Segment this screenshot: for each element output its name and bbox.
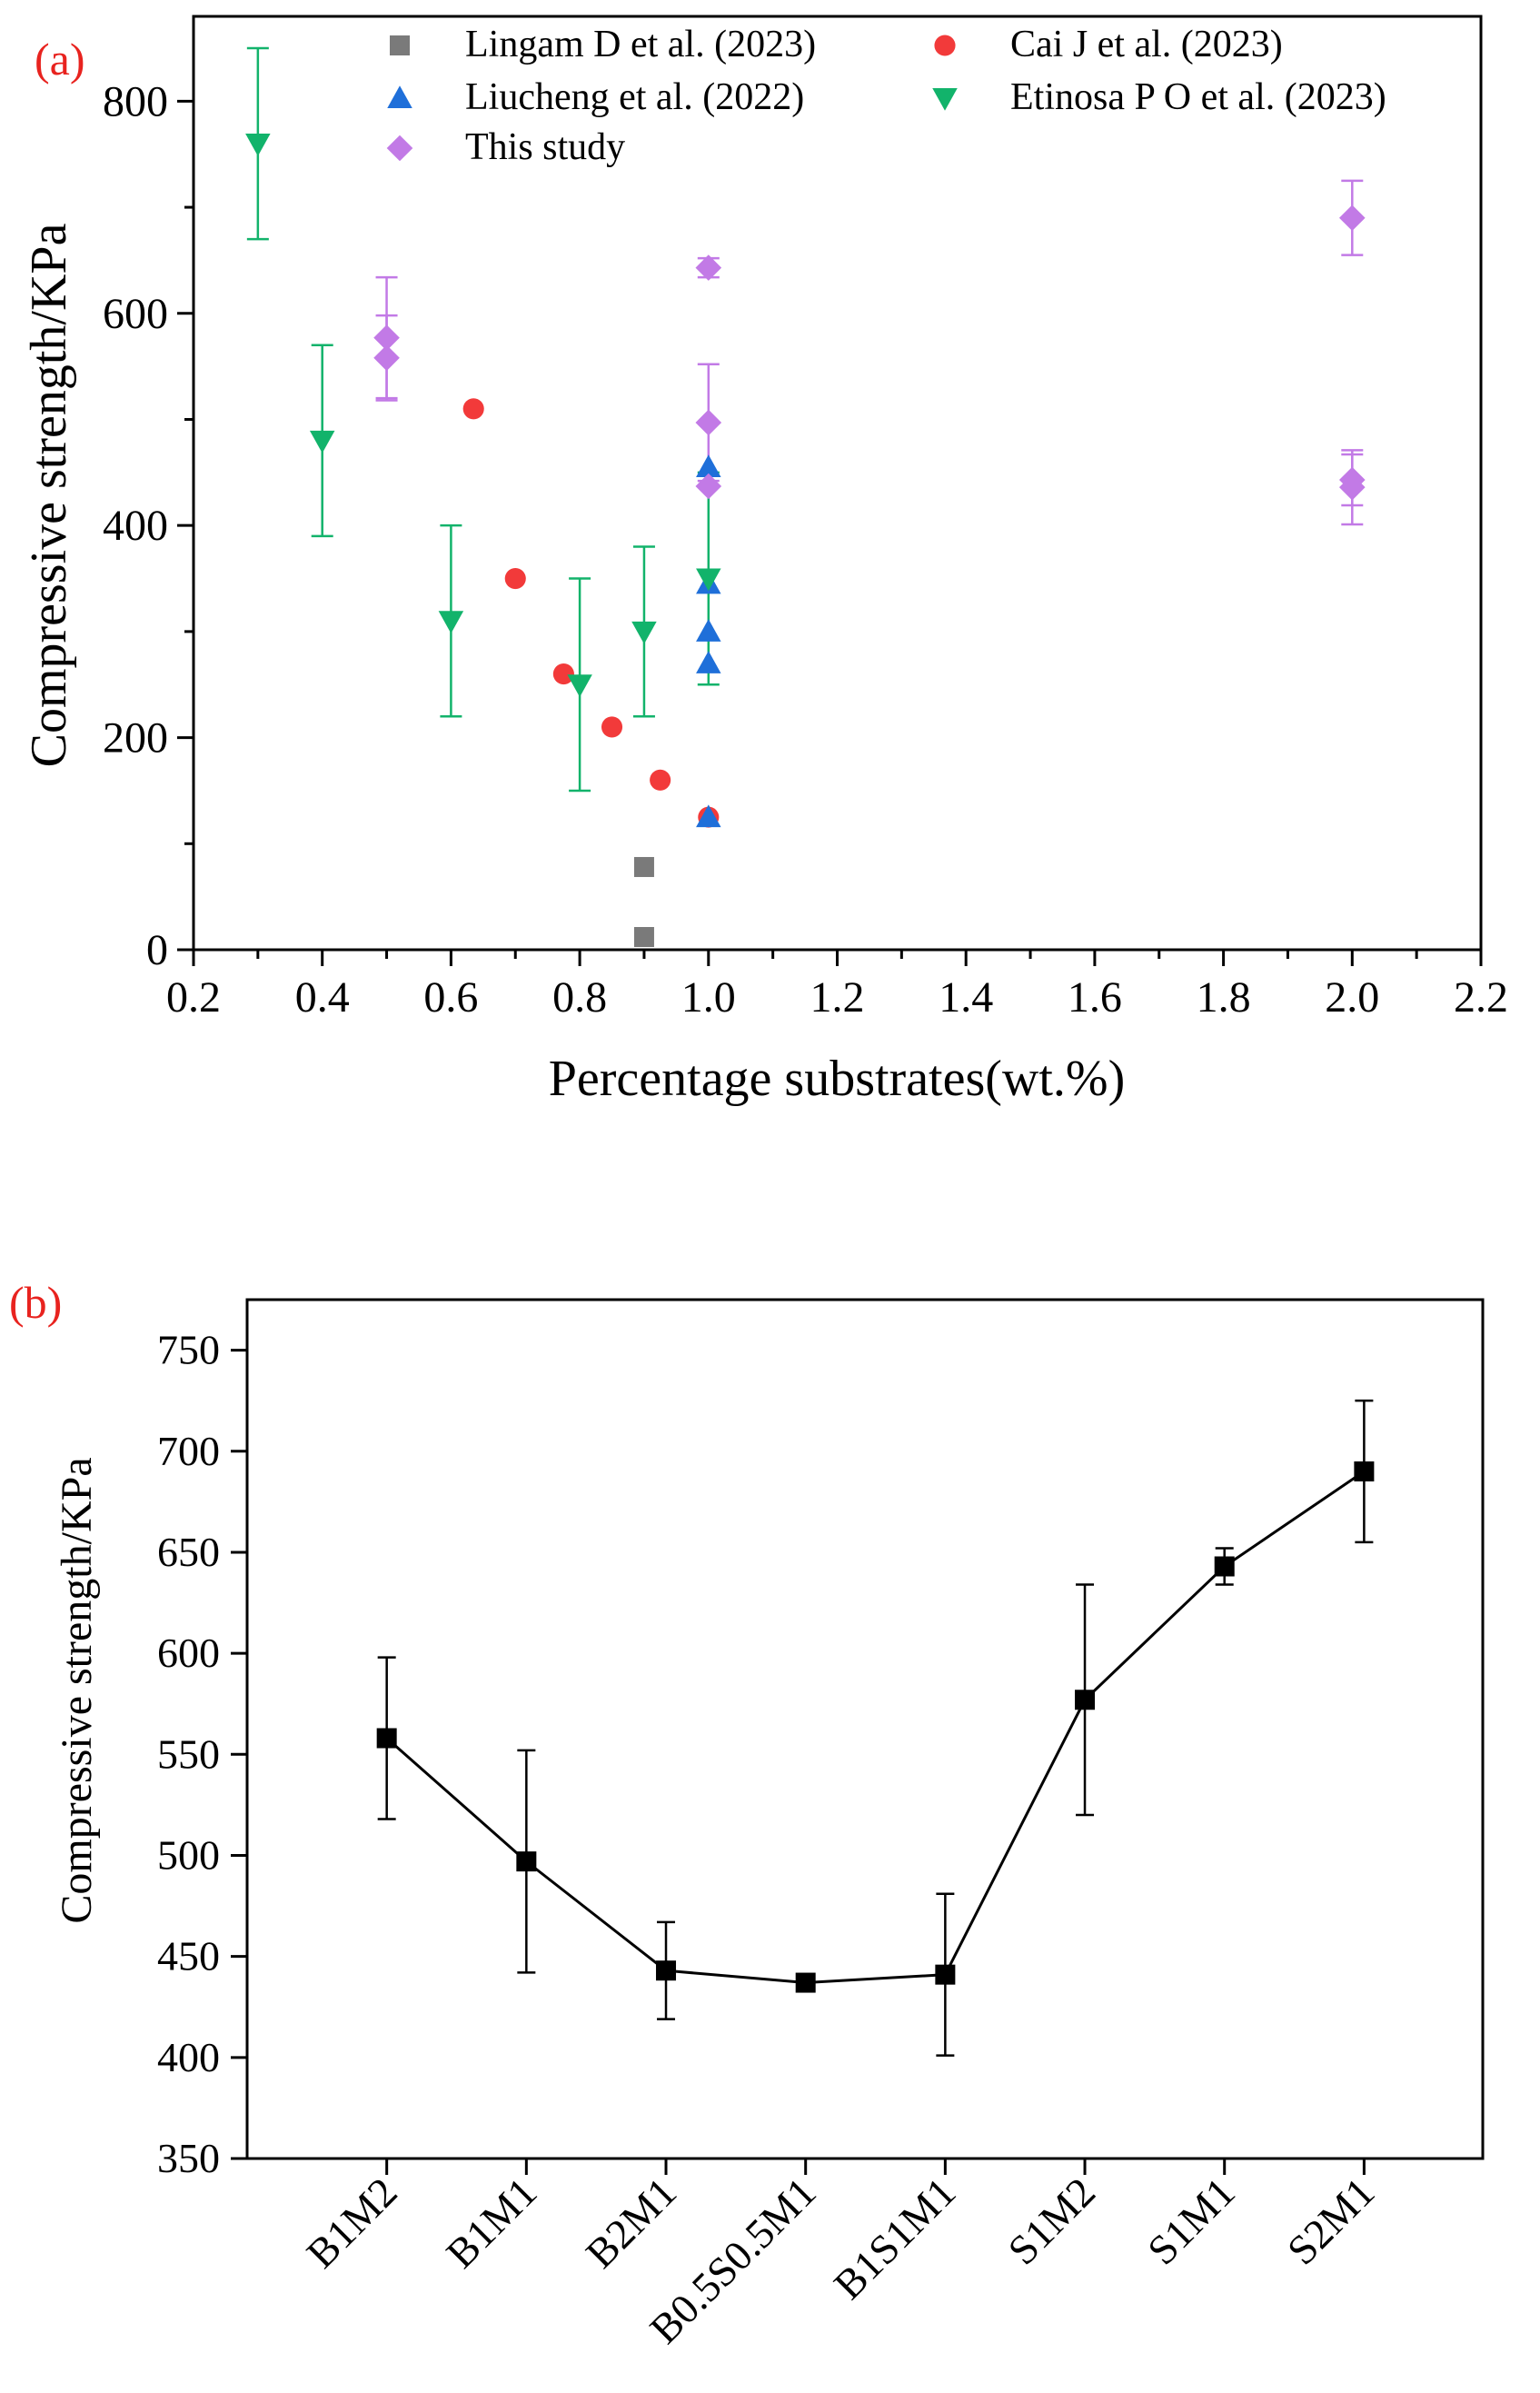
x-tick-label: S1M2: [999, 2169, 1105, 2274]
data-point-s2m1: [1354, 1461, 1375, 1481]
legend-marker-lingam-d-et-al-2023: [390, 35, 410, 55]
panel-a-legend: Lingam D et al. (2023) Cai J et al. (2023…: [386, 24, 1386, 168]
data-point-lingam-d-et-al-2023: [633, 926, 654, 947]
x-tick-label: B1M2: [298, 2169, 406, 2277]
legend-entry-liucheng-et-al-2022: Liucheng et al. (2022): [387, 76, 804, 118]
x-tick-label: 1.6: [1068, 973, 1122, 1022]
data-point-b2m1: [656, 1960, 677, 1981]
data-point-cai-j-et-al-2023: [650, 769, 671, 791]
legend-label: This study: [465, 126, 625, 168]
legend-entry-etinosa-p-o-et-al-2023: Etinosa P O et al. (2023): [932, 76, 1386, 118]
legend-label: Lingam D et al. (2023): [465, 24, 816, 65]
data-point-b1s1m1: [935, 1964, 956, 1985]
data-point-b1m1: [516, 1851, 537, 1872]
panel-b-series-line: [385, 1470, 1366, 1985]
panel-a-error-bars: [246, 46, 1364, 793]
panel-a-chart: (a) 0.2 0.4 0.6 0.8 1.0 1.2 1.4 1.6 1.8 2.0 2.2 0 2…: [21, 15, 1508, 1107]
legend-entry-cai-j-et-al-2023: Cai J et al. (2023): [934, 24, 1283, 65]
panel-a-y-axis: 0 200 400 600 800: [103, 77, 194, 974]
data-point-this-study: [695, 473, 722, 500]
legend-label: Cai J et al. (2023): [1010, 24, 1283, 65]
legend-marker-etinosa-p-o-et-al-2023: [932, 88, 958, 111]
panel-b-label: (b): [9, 1277, 62, 1328]
y-tick-label: 700: [157, 1428, 220, 1474]
data-point-liucheng-et-al-2022: [696, 651, 721, 673]
data-point-liucheng-et-al-2022: [696, 804, 721, 828]
x-tick-label: B2M1: [577, 2169, 685, 2277]
panel-a-plot-frame: [192, 15, 1483, 952]
x-tick-label: 0.6: [423, 973, 478, 1022]
data-point-etinosa-p-o-et-al-2023: [245, 134, 271, 156]
legend-marker-cai-j-et-al-2023: [934, 35, 956, 56]
x-tick-label: 1.4: [939, 973, 993, 1022]
data-point-this-study: [695, 409, 722, 436]
x-tick-label: S1M1: [1138, 2169, 1244, 2274]
y-tick-label: 600: [103, 290, 168, 338]
panel-b-y-axis-title: Compressive strength/KPa: [53, 1457, 101, 1923]
y-tick-label: 0: [146, 926, 168, 974]
panel-a-x-axis-title: Percentage substrates(wt.%): [549, 1051, 1125, 1107]
legend-marker-liucheng-et-al-2022: [387, 85, 412, 108]
panel-a-label: (a): [35, 34, 85, 85]
legend-entry-this-study: This study: [386, 126, 625, 168]
data-point-liucheng-et-al-2022: [696, 619, 721, 642]
data-point-liucheng-et-al-2022: [696, 454, 721, 477]
legend-marker-this-study: [386, 135, 413, 162]
x-tick-label: S2M1: [1278, 2169, 1384, 2274]
y-tick-label: 350: [157, 2135, 220, 2181]
data-point-this-study: [373, 344, 400, 372]
data-point-this-study: [1339, 474, 1366, 501]
panel-b-y-axis: 350 400 450 500 550 600 650 700 750: [157, 1327, 247, 2181]
data-point-lingam-d-et-al-2023: [633, 856, 654, 877]
panel-b-error-bars: [377, 1399, 1374, 2057]
x-tick-label: 2.0: [1325, 973, 1379, 1022]
y-tick-label: 400: [157, 2034, 220, 2080]
x-tick-label: 0.8: [552, 973, 607, 1022]
y-tick-label: 800: [103, 77, 168, 125]
y-tick-label: 750: [157, 1327, 220, 1373]
y-tick-label: 500: [157, 1831, 220, 1878]
data-point-cai-j-et-al-2023: [552, 663, 574, 685]
data-point-cai-j-et-al-2023: [601, 716, 623, 738]
data-point-etinosa-p-o-et-al-2023: [631, 621, 657, 644]
data-point-s1m2: [1075, 1690, 1096, 1710]
y-tick-label: 400: [103, 502, 168, 550]
panel-a-data-marks: [245, 134, 1366, 947]
panel-b-data-marks: [376, 1461, 1375, 1993]
data-point-this-study: [1339, 204, 1366, 232]
data-point-s1m1: [1214, 1556, 1235, 1577]
data-point-b0-5s0-5m1: [795, 1972, 816, 1993]
x-tick-label: B1S1M1: [825, 2169, 965, 2308]
x-tick-label: 1.8: [1197, 973, 1251, 1022]
panel-a-x-axis: 0.2 0.4 0.6 0.8 1.0 1.2 1.4 1.6 1.8 2.0 2.2: [166, 950, 1508, 1022]
x-tick-label: 0.2: [166, 973, 221, 1022]
x-tick-label: 1.2: [810, 973, 865, 1022]
legend-entry-lingam-d-et-al-2023: Lingam D et al. (2023): [390, 24, 816, 65]
legend-label: Etinosa P O et al. (2023): [1010, 76, 1386, 118]
y-tick-label: 600: [157, 1630, 220, 1676]
data-point-b1m2: [376, 1728, 397, 1749]
y-tick-label: 450: [157, 1933, 220, 1979]
data-point-this-study: [695, 254, 722, 281]
data-point-cai-j-et-al-2023: [504, 567, 526, 590]
x-tick-label: 2.2: [1454, 973, 1508, 1022]
data-point-etinosa-p-o-et-al-2023: [696, 568, 721, 592]
data-point-etinosa-p-o-et-al-2023: [567, 674, 592, 697]
y-tick-label: 550: [157, 1730, 220, 1777]
data-point-etinosa-p-o-et-al-2023: [438, 611, 464, 633]
panel-b-plot-frame: [245, 1298, 1485, 2160]
x-tick-label: 1.0: [681, 973, 736, 1022]
y-tick-label: 650: [157, 1529, 220, 1575]
y-tick-label: 200: [103, 714, 168, 763]
data-point-cai-j-et-al-2023: [462, 398, 484, 420]
panel-a-y-axis-title: Compressive strength/KPa: [21, 223, 77, 767]
data-point-this-study: [373, 324, 400, 351]
legend-label: Liucheng et al. (2022): [465, 76, 804, 118]
x-tick-label: B1M1: [437, 2169, 545, 2277]
x-tick-label: 0.4: [295, 973, 350, 1022]
data-point-etinosa-p-o-et-al-2023: [309, 430, 335, 454]
